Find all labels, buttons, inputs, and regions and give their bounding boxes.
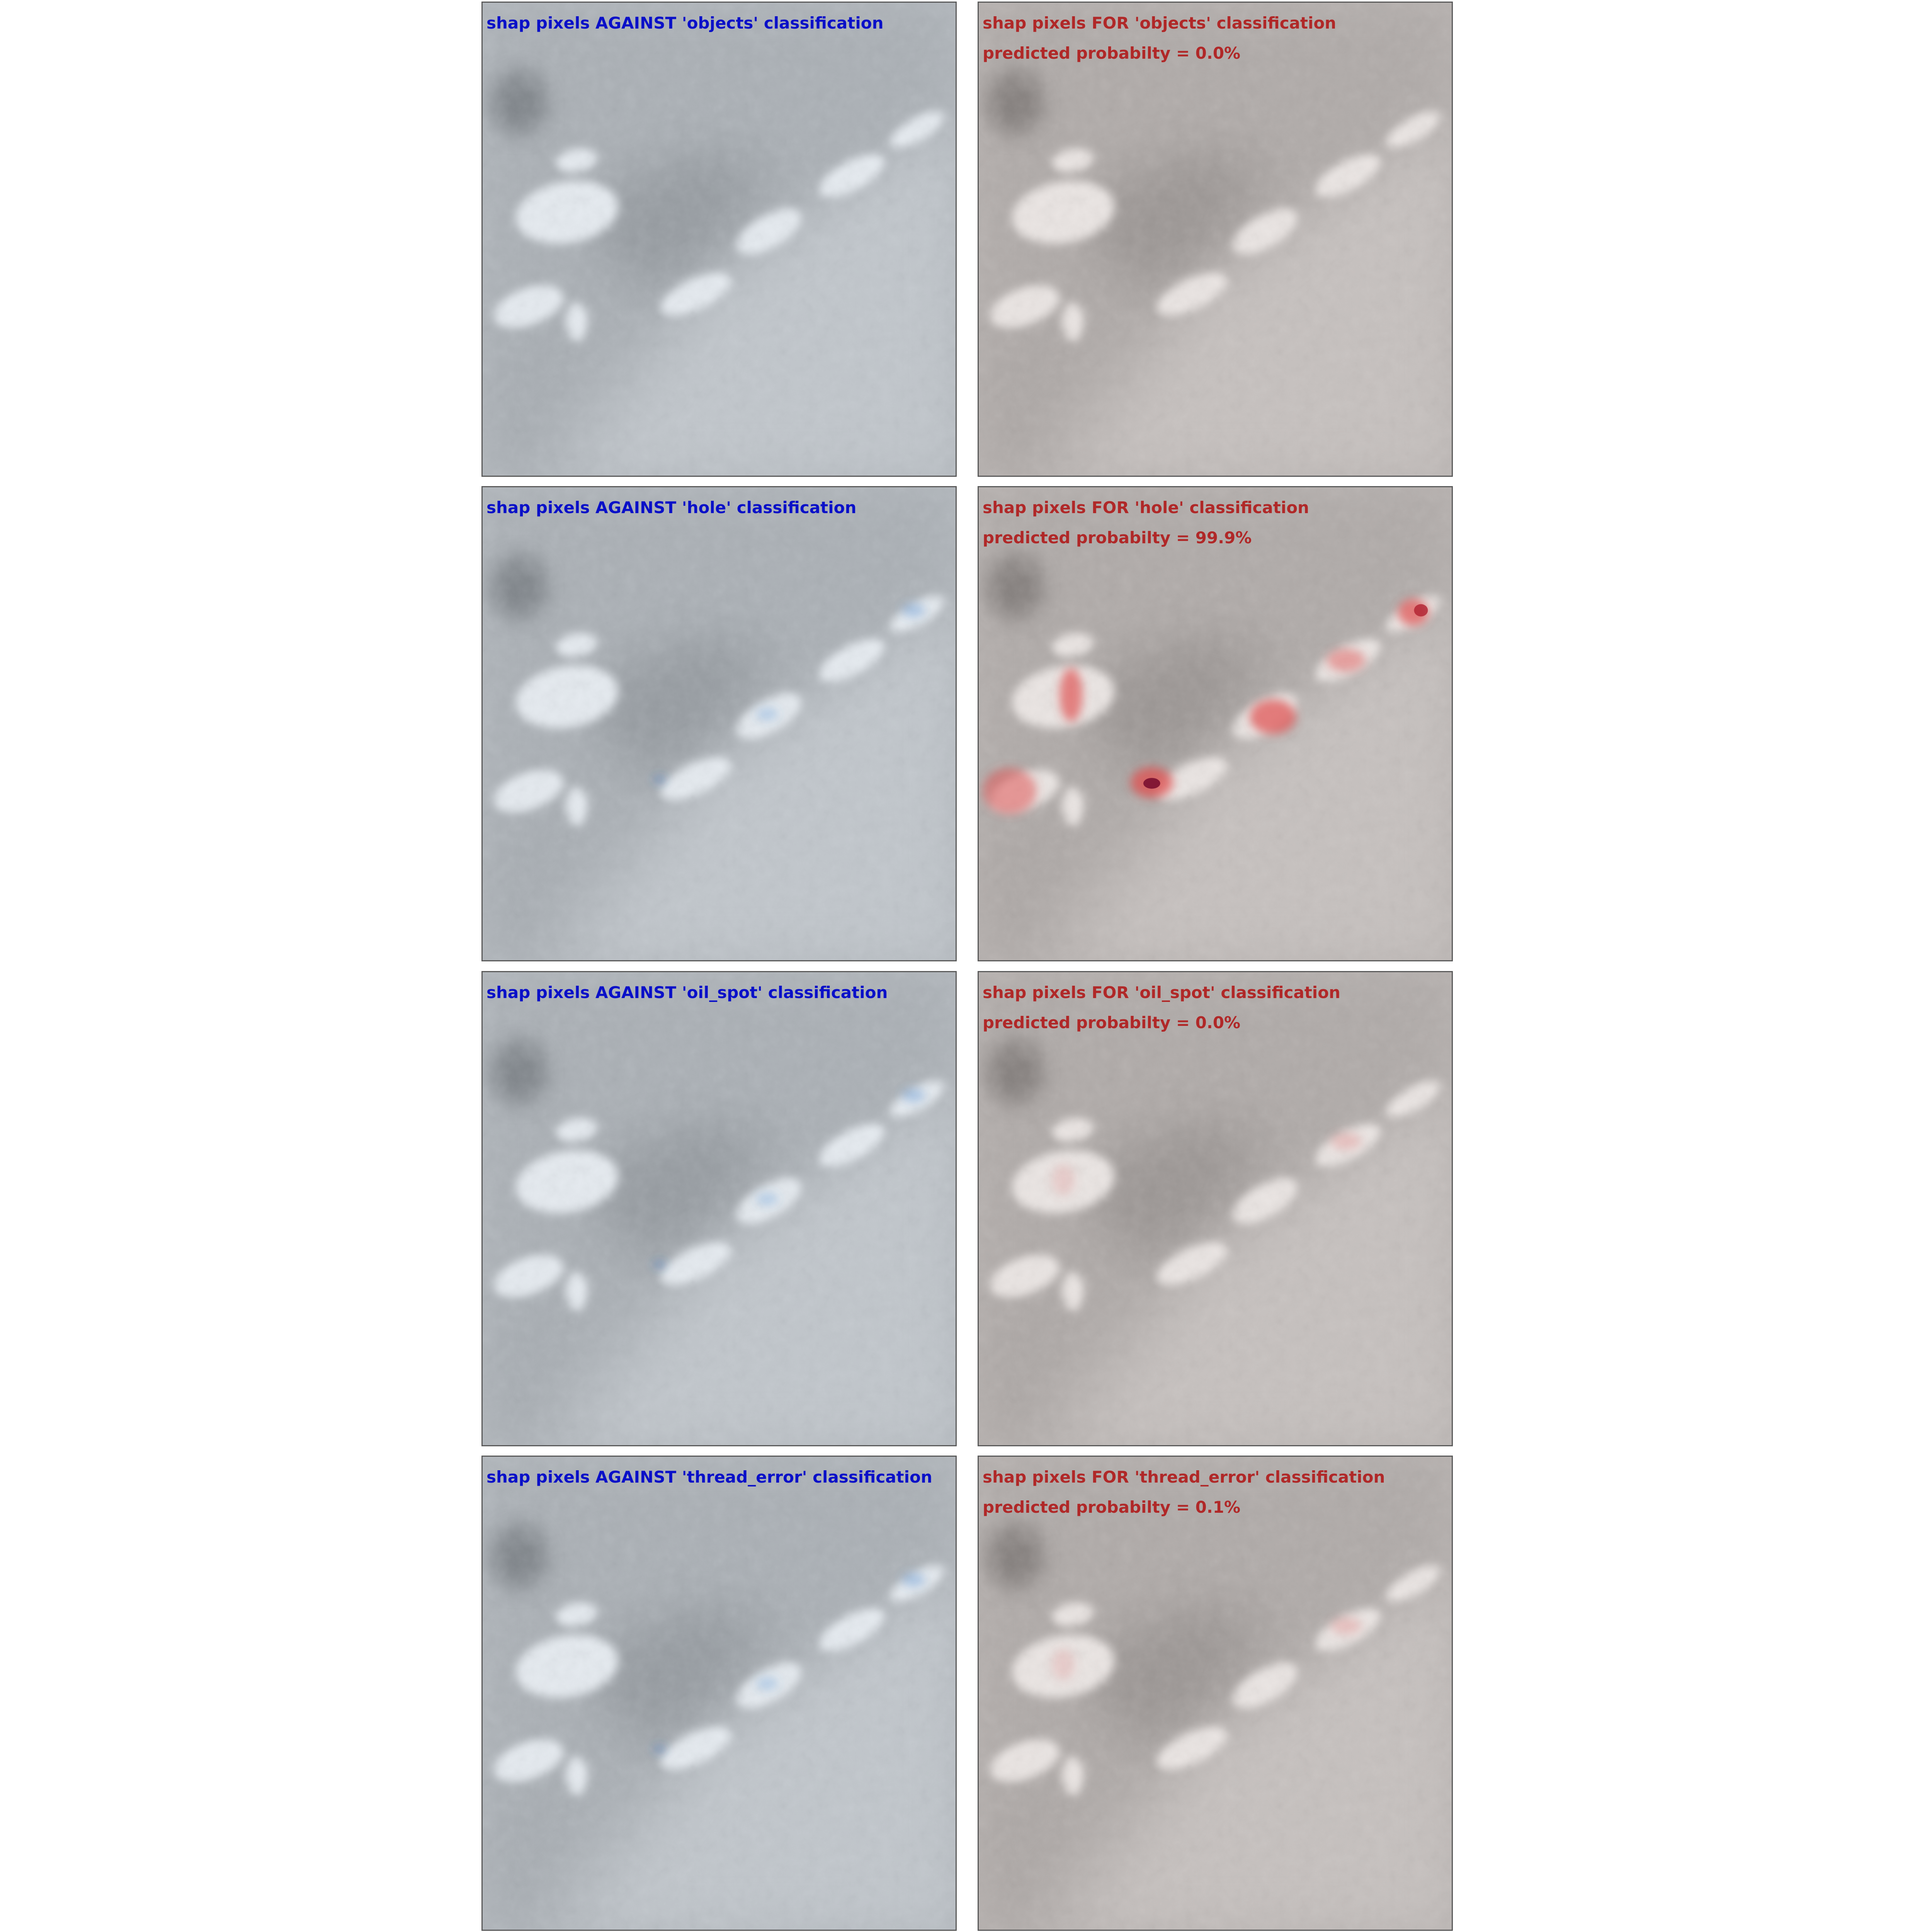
image-for-objects	[979, 3, 1452, 476]
image-against-objects	[483, 3, 956, 476]
image-for-oil-spot	[979, 972, 1452, 1445]
image-against-oil-spot	[483, 972, 956, 1445]
image-against-thread-error	[483, 1457, 956, 1930]
for-label-oil-spot: shap pixels FOR 'oil_spot' classificatio…	[983, 983, 1340, 1002]
shap-against-panel-hole: shap pixels AGAINST 'hole' classificatio…	[481, 486, 957, 961]
shap-for-panel-oil-spot: shap pixels FOR 'oil_spot' classificatio…	[978, 971, 1453, 1446]
image-for-hole	[979, 487, 1452, 960]
for-label-hole: shap pixels FOR 'hole' classification	[983, 498, 1309, 517]
shap-for-panel-hole: shap pixels FOR 'hole' classification pr…	[978, 486, 1453, 961]
for-label-objects: shap pixels FOR 'objects' classification	[983, 14, 1337, 32]
probability-label-thread-error: predicted probabilty = 0.1%	[983, 1498, 1241, 1517]
image-for-thread-error	[979, 1457, 1452, 1930]
against-label-hole: shap pixels AGAINST 'hole' classificatio…	[486, 498, 857, 517]
probability-label-hole: predicted probabilty = 99.9%	[983, 528, 1252, 547]
shap-against-panel-thread-error: shap pixels AGAINST 'thread_error' class…	[481, 1456, 957, 1931]
shap-for-panel-objects: shap pixels FOR 'objects' classification…	[978, 2, 1453, 477]
shap-against-panel-objects: shap pixels AGAINST 'objects' classifica…	[481, 2, 957, 477]
shap-for-panel-thread-error: shap pixels FOR 'thread_error' classific…	[978, 1456, 1453, 1931]
against-label-oil-spot: shap pixels AGAINST 'oil_spot' classific…	[486, 983, 888, 1002]
probability-label-objects: predicted probabilty = 0.0%	[983, 44, 1241, 63]
image-against-hole	[483, 487, 956, 960]
probability-label-oil-spot: predicted probabilty = 0.0%	[983, 1013, 1241, 1032]
against-label-objects: shap pixels AGAINST 'objects' classifica…	[486, 14, 884, 32]
shap-against-panel-oil-spot: shap pixels AGAINST 'oil_spot' classific…	[481, 971, 957, 1446]
for-label-thread-error: shap pixels FOR 'thread_error' classific…	[983, 1468, 1385, 1486]
against-label-thread-error: shap pixels AGAINST 'thread_error' class…	[486, 1468, 932, 1486]
